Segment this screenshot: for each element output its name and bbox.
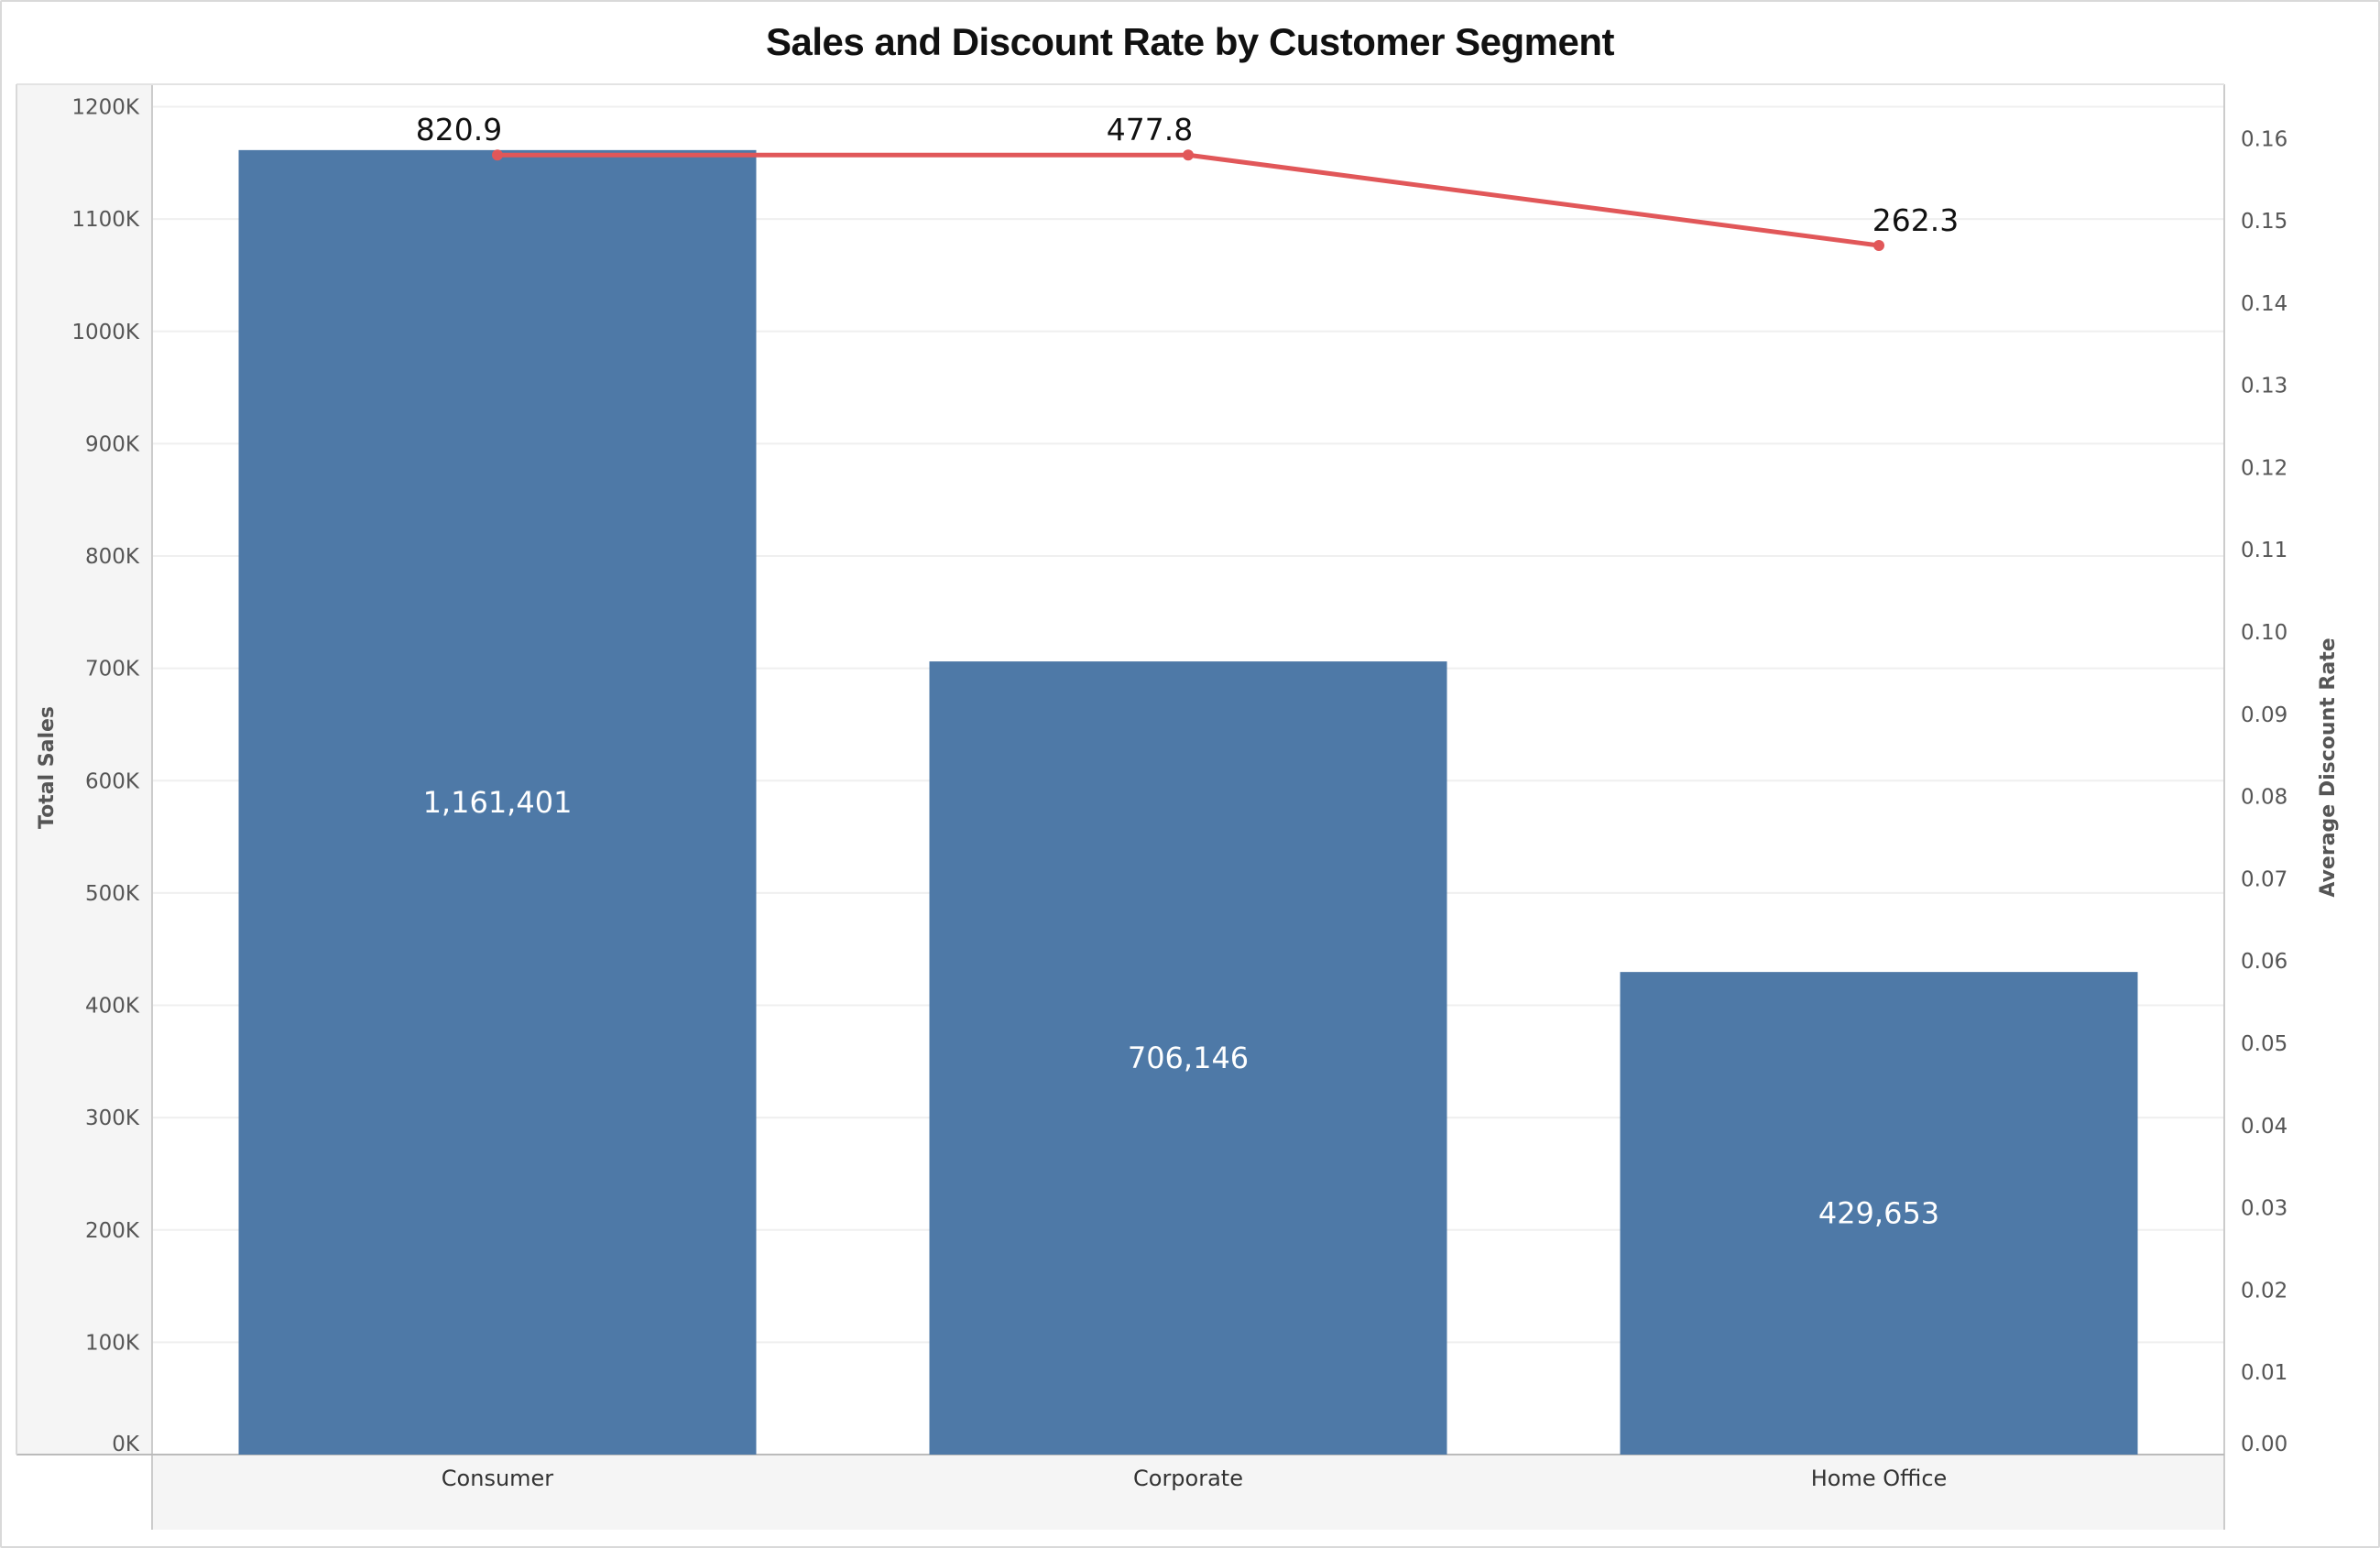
y2-tick-label: 0.15 [2241,210,2287,234]
category-labels: Consumer Corporate Home Office [442,1466,1947,1491]
discount-point [1873,240,1884,251]
y2-tick-label: 0.03 [2241,1197,2287,1221]
left-axis-ticks: 0K 100K 200K 300K 400K 500K 600K 700K 800K 900K 10… [71,96,140,1456]
bar [1620,972,2138,1455]
y-tick-label: 0K [112,1433,140,1456]
left-axis-panel [16,84,152,1455]
left-axis-title: Total Sales [36,706,59,829]
y-tick-label: 500K [85,882,140,906]
y2-tick-label: 0.12 [2241,456,2287,480]
bar-value-label: 1,161,401 [423,785,573,820]
y2-tick-label: 0.11 [2241,539,2287,562]
bottom-axis-panel [152,1455,2224,1530]
discount-point [1183,149,1194,161]
y2-tick-label: 0.00 [2241,1433,2287,1456]
discount-point-label: 820.9 [416,112,502,147]
y-tick-label: 700K [85,658,140,681]
y2-tick-label: 0.10 [2241,621,2287,645]
bar-value-label: 706,146 [1128,1041,1249,1075]
bars: 1,161,401 706,146 429,653 [238,149,2138,1455]
y2-tick-label: 0.13 [2241,375,2287,398]
y2-tick-label: 0.05 [2241,1032,2287,1056]
y-tick-label: 200K [85,1219,140,1243]
right-axis-title: Average Discount Rate [2317,638,2340,897]
y-tick-label: 100K [85,1331,140,1355]
chart-title: Sales and Discount Rate by Customer Segm… [765,20,1615,63]
y2-tick-label: 0.06 [2241,950,2287,974]
y-tick-label: 900K [85,432,140,456]
y-tick-label: 1100K [71,208,140,232]
y-tick-label: 400K [85,995,140,1019]
category-label: Corporate [1133,1466,1243,1491]
y2-tick-label: 0.08 [2241,786,2287,810]
discount-line: 820.9 477.8 262.3 [416,112,1959,251]
discount-point [492,149,503,161]
y2-tick-label: 0.01 [2241,1361,2287,1385]
discount-point-label: 262.3 [1872,202,1959,238]
y2-tick-label: 0.07 [2241,867,2287,891]
y-tick-label: 1200K [71,96,140,120]
y2-tick-label: 0.14 [2241,292,2287,316]
y2-tick-label: 0.16 [2241,127,2287,151]
right-axis-ticks: 0.00 0.01 0.02 0.03 0.04 0.05 0.06 0.07 0.08 0.09… [2241,127,2287,1456]
y-tick-label: 1000K [71,321,140,344]
y2-tick-label: 0.02 [2241,1279,2287,1303]
category-label: Consumer [442,1466,554,1491]
y-tick-label: 800K [85,545,140,569]
bar [238,149,757,1455]
discount-point-label: 477.8 [1107,112,1193,147]
bar [929,661,1447,1455]
y2-tick-label: 0.04 [2241,1115,2287,1139]
y-tick-label: 300K [85,1106,140,1130]
bar-value-label: 429,653 [1818,1196,1939,1231]
category-label: Home Office [1811,1466,1948,1491]
y-tick-label: 600K [85,769,140,793]
y2-tick-label: 0.09 [2241,703,2287,727]
